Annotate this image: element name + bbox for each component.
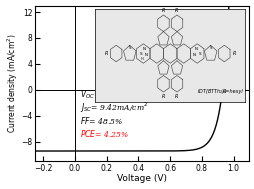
Text: $J_{SC}$= 9.42mA/cm$^2$: $J_{SC}$= 9.42mA/cm$^2$ (80, 100, 148, 115)
Text: $PCE$= 4.25%: $PCE$= 4.25% (80, 128, 128, 139)
Y-axis label: Current density (mA/cm$^2$): Current density (mA/cm$^2$) (6, 34, 20, 133)
Text: $V_{OC}$= 0.93V: $V_{OC}$= 0.93V (80, 89, 126, 101)
X-axis label: Voltage (V): Voltage (V) (117, 174, 167, 184)
Text: $FF$= 48.5%: $FF$= 48.5% (80, 115, 122, 126)
